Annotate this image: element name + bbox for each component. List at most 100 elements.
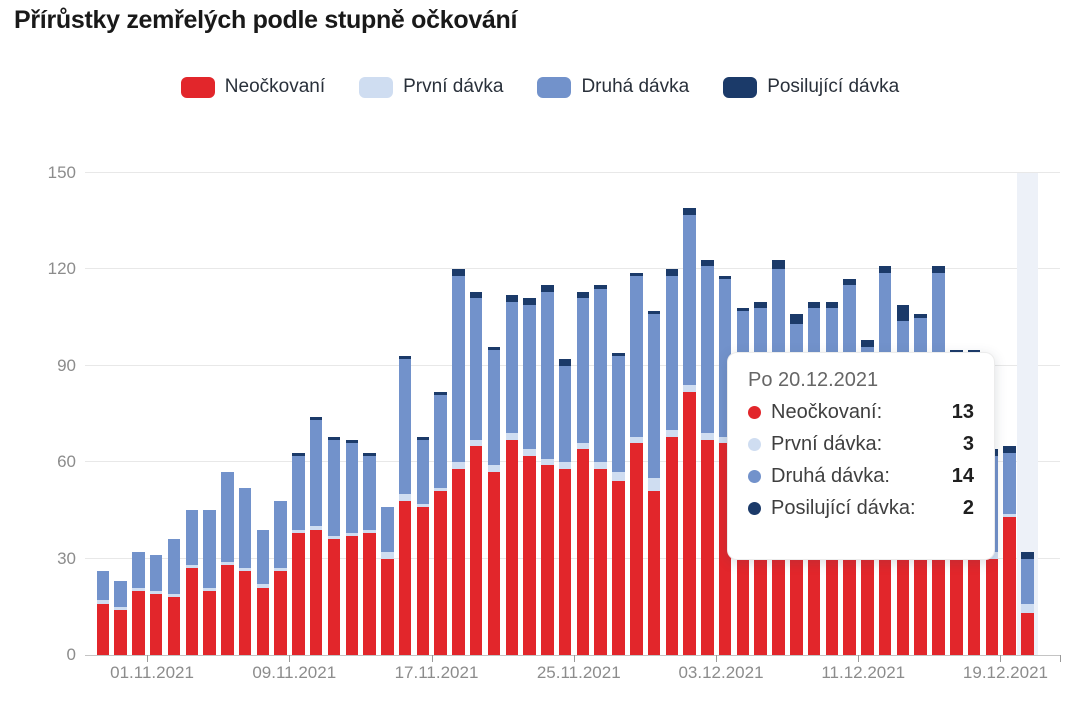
bar-segment-4-11.11.2021[interactable]	[327, 436, 341, 440]
bar-segment-4-22.11.2021[interactable]	[523, 298, 536, 305]
bar-segment-2-07.11.2021[interactable]	[256, 584, 270, 588]
bar-segment-2-19.11.2021[interactable]	[469, 439, 483, 447]
bar-segment-3-01.11.2021[interactable]	[149, 555, 163, 591]
bar-segment-4-17.11.2021[interactable]	[434, 391, 447, 395]
bar-segment-2-05.11.2021[interactable]	[221, 561, 234, 566]
bar-segment-1-09.11.2021[interactable]	[292, 532, 305, 655]
bar-segment-3-04.11.2021[interactable]	[203, 510, 216, 588]
bar-segment-3-13.11.2021[interactable]	[363, 455, 376, 530]
bar-segment-2-01.12.2021[interactable]	[683, 385, 696, 392]
bar-segment-2-03.12.2021[interactable]	[718, 436, 732, 443]
bar-segment-1-29.10.2021[interactable]	[96, 603, 110, 655]
bar-segment-3-16.11.2021[interactable]	[416, 439, 430, 504]
bar-segment-3-08.11.2021[interactable]	[274, 500, 287, 569]
bar-segment-3-30.11.2021[interactable]	[665, 275, 679, 431]
bar-segment-4-24.11.2021[interactable]	[558, 359, 572, 366]
bar-segment-3-01.12.2021[interactable]	[683, 214, 696, 386]
bar-segment-1-30.10.2021[interactable]	[114, 610, 127, 655]
bar-segment-3-23.11.2021[interactable]	[541, 291, 554, 459]
bar-segment-2-24.11.2021[interactable]	[558, 462, 572, 469]
bar-segment-3-07.11.2021[interactable]	[256, 529, 270, 585]
bar-segment-2-12.11.2021[interactable]	[345, 532, 359, 537]
bar-segment-4-11.12.2021[interactable]	[861, 340, 874, 347]
bar-segment-2-01.11.2021[interactable]	[149, 590, 163, 594]
bar-segment-3-28.11.2021[interactable]	[630, 275, 643, 437]
bar-segment-4-23.11.2021[interactable]	[541, 285, 554, 292]
bar-segment-2-29.11.2021[interactable]	[647, 478, 661, 492]
bar-segment-4-18.11.2021[interactable]	[452, 269, 465, 276]
bar-segment-4-09.12.2021[interactable]	[825, 301, 839, 308]
bar-segment-1-10.11.2021[interactable]	[309, 529, 323, 655]
bar-segment-2-31.10.2021[interactable]	[132, 587, 145, 591]
bar-segment-1-20.11.2021[interactable]	[487, 471, 501, 655]
bar-segment-2-10.11.2021[interactable]	[309, 526, 323, 530]
bar-segment-1-31.10.2021[interactable]	[132, 590, 145, 655]
bar-segment-3-19.12.2021[interactable]	[1003, 452, 1016, 514]
bar-segment-1-26.11.2021[interactable]	[594, 468, 607, 655]
legend-item-2[interactable]: První dávka	[359, 76, 503, 98]
bar-segment-1-05.11.2021[interactable]	[221, 565, 234, 655]
bar-segment-1-18.11.2021[interactable]	[452, 468, 465, 655]
bar-segment-1-06.11.2021[interactable]	[238, 571, 252, 655]
bar-segment-1-07.11.2021[interactable]	[256, 587, 270, 655]
bar-segment-1-24.11.2021[interactable]	[558, 468, 572, 655]
bar-segment-3-10.11.2021[interactable]	[309, 420, 323, 527]
bar-segment-4-02.12.2021[interactable]	[701, 259, 714, 267]
bar-segment-2-30.11.2021[interactable]	[665, 430, 679, 437]
bar-segment-3-09.11.2021[interactable]	[292, 455, 305, 530]
bar-segment-2-30.10.2021[interactable]	[114, 606, 127, 611]
bar-segment-4-30.11.2021[interactable]	[665, 269, 679, 276]
bar-segment-3-25.11.2021[interactable]	[576, 298, 590, 443]
bar-segment-3-20.11.2021[interactable]	[487, 349, 501, 466]
bar-segment-3-22.11.2021[interactable]	[523, 304, 536, 450]
bar-segment-2-15.11.2021[interactable]	[398, 494, 412, 501]
bar-segment-1-22.11.2021[interactable]	[523, 455, 536, 655]
bar-segment-4-13.11.2021[interactable]	[363, 452, 376, 456]
bar-segment-1-28.11.2021[interactable]	[630, 442, 643, 655]
bar-segment-4-10.11.2021[interactable]	[309, 417, 323, 421]
bar-segment-4-04.12.2021[interactable]	[736, 307, 750, 312]
bar-segment-4-03.12.2021[interactable]	[718, 275, 732, 280]
bar-segment-1-21.11.2021[interactable]	[505, 439, 519, 655]
bar-segment-3-26.11.2021[interactable]	[594, 288, 607, 463]
bar-segment-2-17.11.2021[interactable]	[434, 487, 447, 492]
bar-segment-3-11.11.2021[interactable]	[327, 439, 341, 537]
bar-segment-4-05.12.2021[interactable]	[754, 301, 767, 308]
bar-segment-4-07.12.2021[interactable]	[790, 314, 803, 325]
bar-segment-4-12.12.2021[interactable]	[878, 266, 892, 273]
bar-segment-1-25.11.2021[interactable]	[576, 449, 590, 655]
bar-segment-4-29.11.2021[interactable]	[647, 311, 661, 315]
bar-segment-3-05.11.2021[interactable]	[221, 471, 234, 562]
bar-segment-3-29.10.2021[interactable]	[96, 571, 110, 601]
bar-segment-2-03.11.2021[interactable]	[185, 565, 198, 569]
bar-segment-2-02.12.2021[interactable]	[701, 433, 714, 440]
bar-segment-2-18.11.2021[interactable]	[452, 462, 465, 469]
bar-segment-3-15.11.2021[interactable]	[398, 359, 412, 495]
bar-segment-2-04.11.2021[interactable]	[203, 587, 216, 591]
bar-segment-2-25.11.2021[interactable]	[576, 442, 590, 450]
bar-segment-1-03.11.2021[interactable]	[185, 568, 198, 655]
bar-segment-1-12.11.2021[interactable]	[345, 536, 359, 655]
bar-segment-4-10.12.2021[interactable]	[843, 279, 856, 286]
bar-segment-1-01.11.2021[interactable]	[149, 593, 163, 655]
bar-segment-1-01.12.2021[interactable]	[683, 391, 696, 655]
bar-segment-3-02.11.2021[interactable]	[167, 539, 181, 594]
bar-segment-1-02.12.2021[interactable]	[701, 439, 714, 655]
bar-segment-2-20.11.2021[interactable]	[487, 465, 501, 472]
bar-segment-3-14.11.2021[interactable]	[381, 507, 394, 553]
bar-segment-3-21.11.2021[interactable]	[505, 301, 519, 434]
bar-segment-4-16.11.2021[interactable]	[416, 436, 430, 440]
bar-segment-2-06.11.2021[interactable]	[238, 568, 252, 572]
bar-segment-4-21.11.2021[interactable]	[505, 295, 519, 302]
bar-segment-2-21.11.2021[interactable]	[505, 433, 519, 440]
bar-segment-4-26.11.2021[interactable]	[594, 285, 607, 289]
bar-segment-4-15.11.2021[interactable]	[398, 356, 412, 360]
bar-segment-1-27.11.2021[interactable]	[612, 481, 625, 655]
bar-segment-3-31.10.2021[interactable]	[132, 552, 145, 588]
bar-segment-2-14.11.2021[interactable]	[381, 552, 394, 559]
bar-segment-1-19.12.2021[interactable]	[1003, 516, 1016, 655]
legend-item-3[interactable]: Druhá dávka	[537, 76, 689, 98]
bar-segment-3-17.11.2021[interactable]	[434, 394, 447, 488]
bar-segment-3-18.11.2021[interactable]	[452, 275, 465, 463]
bar-segment-1-16.11.2021[interactable]	[416, 507, 430, 655]
